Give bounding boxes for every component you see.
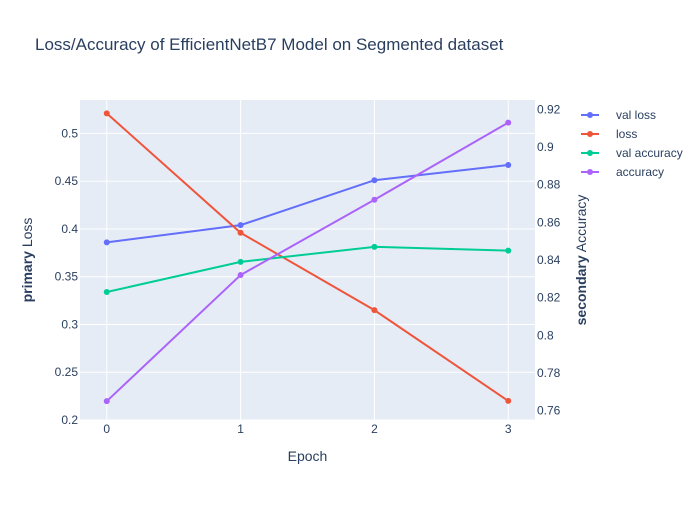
legend-item[interactable]: val loss xyxy=(581,108,656,122)
data-point xyxy=(237,272,244,279)
x-tick-label: 1 xyxy=(237,422,244,436)
data-point xyxy=(237,258,244,265)
y2-tick-label: 0.88 xyxy=(537,178,561,192)
legend-swatch-marker xyxy=(587,169,593,175)
y-tick-label: 0.25 xyxy=(55,365,79,379)
data-point xyxy=(237,222,244,229)
data-point xyxy=(103,398,110,405)
y2-axis-title-bold: secondary xyxy=(573,255,589,325)
y-axis-title-text: Loss xyxy=(19,218,35,248)
data-point xyxy=(505,247,512,254)
data-point xyxy=(505,397,512,404)
y2-tick-label: 0.76 xyxy=(537,404,561,418)
legend-label: accuracy xyxy=(616,165,664,179)
grid-layer xyxy=(80,100,535,421)
legend-item[interactable]: loss xyxy=(581,127,637,141)
x-tick-label: 2 xyxy=(371,422,378,436)
legend-swatch-marker xyxy=(587,150,593,156)
series-line xyxy=(106,121,509,402)
legend-item[interactable]: accuracy xyxy=(581,165,664,179)
y2-tick-label: 0.8 xyxy=(537,328,554,342)
y-tick-label: 0.3 xyxy=(61,317,78,331)
legend-label: loss xyxy=(616,127,637,141)
data-point xyxy=(505,161,512,168)
y2-tick-label: 0.9 xyxy=(537,140,554,154)
series-loss xyxy=(103,110,512,404)
y2-tick-label: 0.92 xyxy=(537,102,561,116)
data-point xyxy=(237,229,244,236)
series-val-accuracy xyxy=(103,243,512,295)
chart-title: Loss/Accuracy of EfficientNetB7 Model on… xyxy=(35,35,504,54)
data-point xyxy=(371,196,378,203)
y-axis-title: primary Loss xyxy=(19,218,35,303)
legend-item[interactable]: val accuracy xyxy=(581,146,683,160)
series-line xyxy=(106,112,509,402)
legend[interactable]: val loss loss val accuracy accuracy xyxy=(581,108,683,179)
data-point xyxy=(103,110,110,117)
data-point xyxy=(103,289,110,295)
legend-swatch-marker xyxy=(587,131,593,137)
data-point xyxy=(371,243,378,250)
y2-axis-title-text: Accuracy xyxy=(573,195,589,253)
y-tick-label: 0.35 xyxy=(55,270,79,284)
y2-tick-label: 0.78 xyxy=(537,366,561,380)
y-tick-label: 0.5 xyxy=(61,126,78,140)
y2-tick-label: 0.82 xyxy=(537,291,561,305)
y-tick-label: 0.4 xyxy=(61,222,78,236)
data-point xyxy=(505,119,512,126)
y-tick-label: 0.45 xyxy=(55,174,79,188)
x-tick-label: 3 xyxy=(505,422,512,436)
data-point xyxy=(371,177,378,184)
series-accuracy xyxy=(103,119,512,405)
y2-tick-label: 0.84 xyxy=(537,253,561,267)
series-layer xyxy=(103,110,512,405)
data-point xyxy=(371,307,378,314)
series-line xyxy=(106,245,509,293)
legend-label: val accuracy xyxy=(616,146,683,160)
data-point xyxy=(103,239,110,246)
tick-layer: 0.2 0.25 0.3 0.35 0.4 0.45 0.5 0.76 0.78 0.8 0.82 0… xyxy=(55,102,561,436)
legend-label: val loss xyxy=(616,108,656,122)
series-val-loss xyxy=(103,161,512,246)
x-tick-label: 0 xyxy=(103,422,110,436)
y-tick-label: 0.2 xyxy=(61,413,78,427)
legend-swatch-marker xyxy=(587,112,593,118)
y2-tick-label: 0.86 xyxy=(537,215,561,229)
series-line xyxy=(106,163,509,244)
x-axis-title: Epoch xyxy=(288,448,328,464)
y2-axis-title: secondary Accuracy xyxy=(573,195,589,326)
y-axis-title-bold: primary xyxy=(19,251,35,303)
